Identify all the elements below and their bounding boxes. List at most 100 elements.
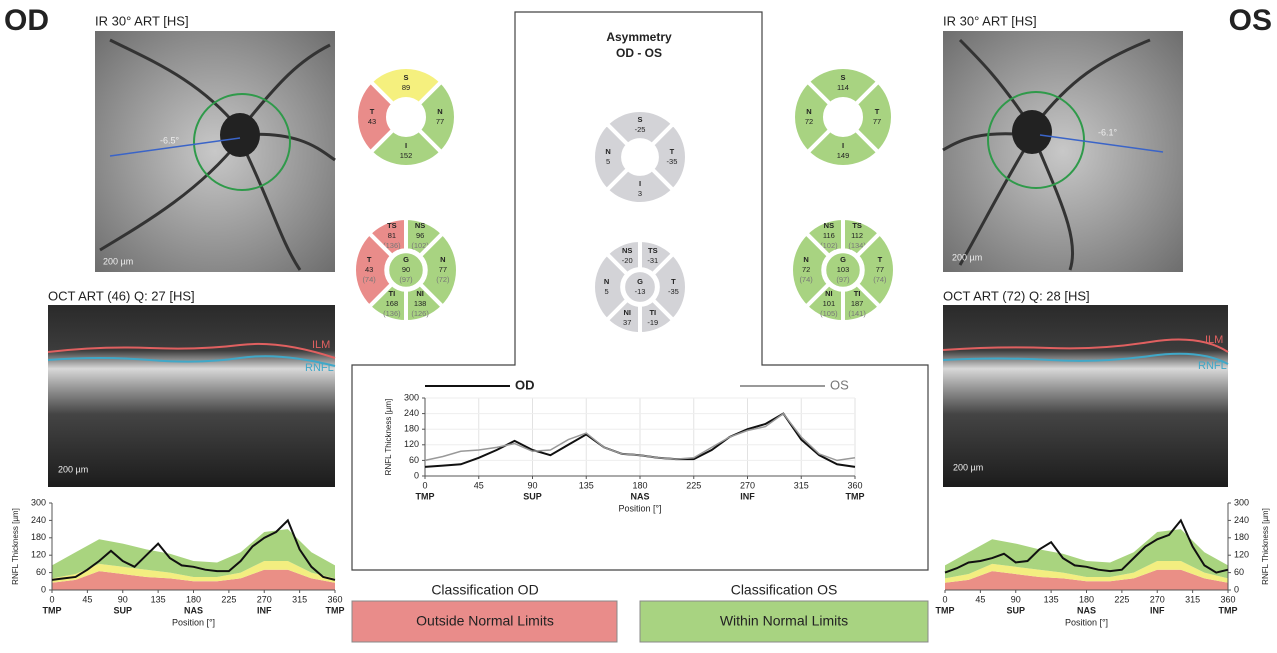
y-tick-label: 0 <box>414 470 419 480</box>
y-tick-label: 300 <box>1234 497 1249 507</box>
asymmetry-title: Asymmetry <box>606 30 672 44</box>
x-tick-label: 315 <box>292 594 307 604</box>
sector-label: NS <box>622 246 632 255</box>
sector-label: TS <box>648 246 658 255</box>
x-region-label: INF <box>740 491 755 501</box>
x-region-label: SUP <box>1006 605 1025 615</box>
x-tick-label: 135 <box>579 480 594 490</box>
image-label: OCT ART (46) Q: 27 [HS] <box>48 288 195 303</box>
classification-box <box>351 600 618 643</box>
layer-label: ILM <box>312 339 330 351</box>
sector <box>367 126 445 169</box>
x-tick-label: 180 <box>186 594 201 604</box>
sector-value: 77 <box>436 117 444 126</box>
y-tick-label: 60 <box>1234 567 1244 577</box>
sector-value: 81 <box>388 231 396 240</box>
sector-value: -35 <box>667 157 678 166</box>
x-tick-label: 270 <box>740 480 755 490</box>
sector-value: 72 <box>802 265 810 274</box>
x-axis-label: Position [°] <box>1065 617 1108 627</box>
oct-image <box>47 305 336 487</box>
normal-band <box>945 529 1228 579</box>
fundus-image <box>95 31 336 272</box>
sector-normal: (74) <box>799 275 813 284</box>
fundus-image <box>942 31 1183 272</box>
x-region-label: NAS <box>1077 605 1096 615</box>
normal-band <box>52 561 335 583</box>
legend-label: OS <box>830 377 849 392</box>
sector <box>591 120 631 194</box>
y-tick-label: 0 <box>1234 584 1239 594</box>
x-tick-label: 0 <box>422 480 427 490</box>
sector-normal: (134) <box>848 241 866 250</box>
sector <box>789 230 832 310</box>
sector <box>638 237 677 278</box>
scale-bar: 200 µm <box>953 462 983 472</box>
sector-label: I <box>639 179 641 188</box>
sector <box>854 230 897 310</box>
asymmetry-subtitle: OD - OS <box>616 46 662 60</box>
sector-value: 89 <box>402 83 410 92</box>
y-tick-label: 60 <box>409 455 419 465</box>
sector-label: T <box>875 107 880 116</box>
classification-box <box>639 600 929 643</box>
eye-heading: OS <box>1229 4 1272 37</box>
data-line <box>51 518 336 581</box>
sector <box>603 166 677 206</box>
sector <box>791 78 834 156</box>
normal-band <box>52 569 335 590</box>
x-region-label: TMP <box>1219 605 1238 615</box>
x-tick-label: 45 <box>474 480 484 490</box>
sector-value: 5 <box>606 157 610 166</box>
sector-label: TS <box>387 221 397 230</box>
x-tick-label: 270 <box>257 594 272 604</box>
y-tick-label: 180 <box>31 532 46 542</box>
x-axis-label: Position [°] <box>618 503 661 513</box>
sector-value: 114 <box>837 83 849 92</box>
sector-label: NS <box>824 221 834 230</box>
sector-value: 77 <box>873 117 881 126</box>
x-tick-label: 315 <box>794 480 809 490</box>
sector-normal: (72) <box>436 275 450 284</box>
x-tick-label: 180 <box>632 480 647 490</box>
sector <box>591 250 631 324</box>
sector-label: S <box>403 73 408 82</box>
x-region-label: TMP <box>846 491 865 501</box>
sector-label: TI <box>389 289 396 298</box>
sector <box>603 108 677 148</box>
sector-label: TS <box>852 221 862 230</box>
classification-label: Classification OD <box>431 582 538 598</box>
sector-normal: (97) <box>836 275 850 284</box>
sector <box>804 65 882 108</box>
sector-value: -13 <box>635 287 646 296</box>
x-tick-label: 45 <box>82 594 92 604</box>
sector-value: 101 <box>823 299 836 308</box>
x-tick-label: 90 <box>118 594 128 604</box>
sector-label: N <box>605 147 610 156</box>
x-region-label: NAS <box>630 491 649 501</box>
sector-label: G <box>637 277 643 286</box>
sector-value: 3 <box>638 189 642 198</box>
y-tick-label: 180 <box>1234 532 1249 542</box>
sector-value: -20 <box>622 256 633 265</box>
sector-value: -35 <box>668 287 679 296</box>
sector-value: 138 <box>414 299 427 308</box>
sector-label: NS <box>415 221 425 230</box>
x-tick-label: 0 <box>49 594 54 604</box>
sector-value: 149 <box>837 151 850 160</box>
x-region-label: SUP <box>113 605 132 615</box>
sector <box>352 230 395 310</box>
classification-result: Within Normal Limits <box>720 613 848 629</box>
sector <box>841 215 883 259</box>
sector-normal: (136) <box>383 309 401 318</box>
asymmetry-frame <box>351 11 929 571</box>
sector-normal: (74) <box>873 275 887 284</box>
oct-image <box>942 305 1229 487</box>
sector-value: 43 <box>368 117 376 126</box>
sector-normal: (136) <box>383 241 401 250</box>
sector-label: N <box>437 107 442 116</box>
x-tick-label: 225 <box>1114 594 1129 604</box>
sector-label: G <box>840 255 846 264</box>
sector-normal: (102) <box>820 241 838 250</box>
x-region-label: TMP <box>416 491 435 501</box>
